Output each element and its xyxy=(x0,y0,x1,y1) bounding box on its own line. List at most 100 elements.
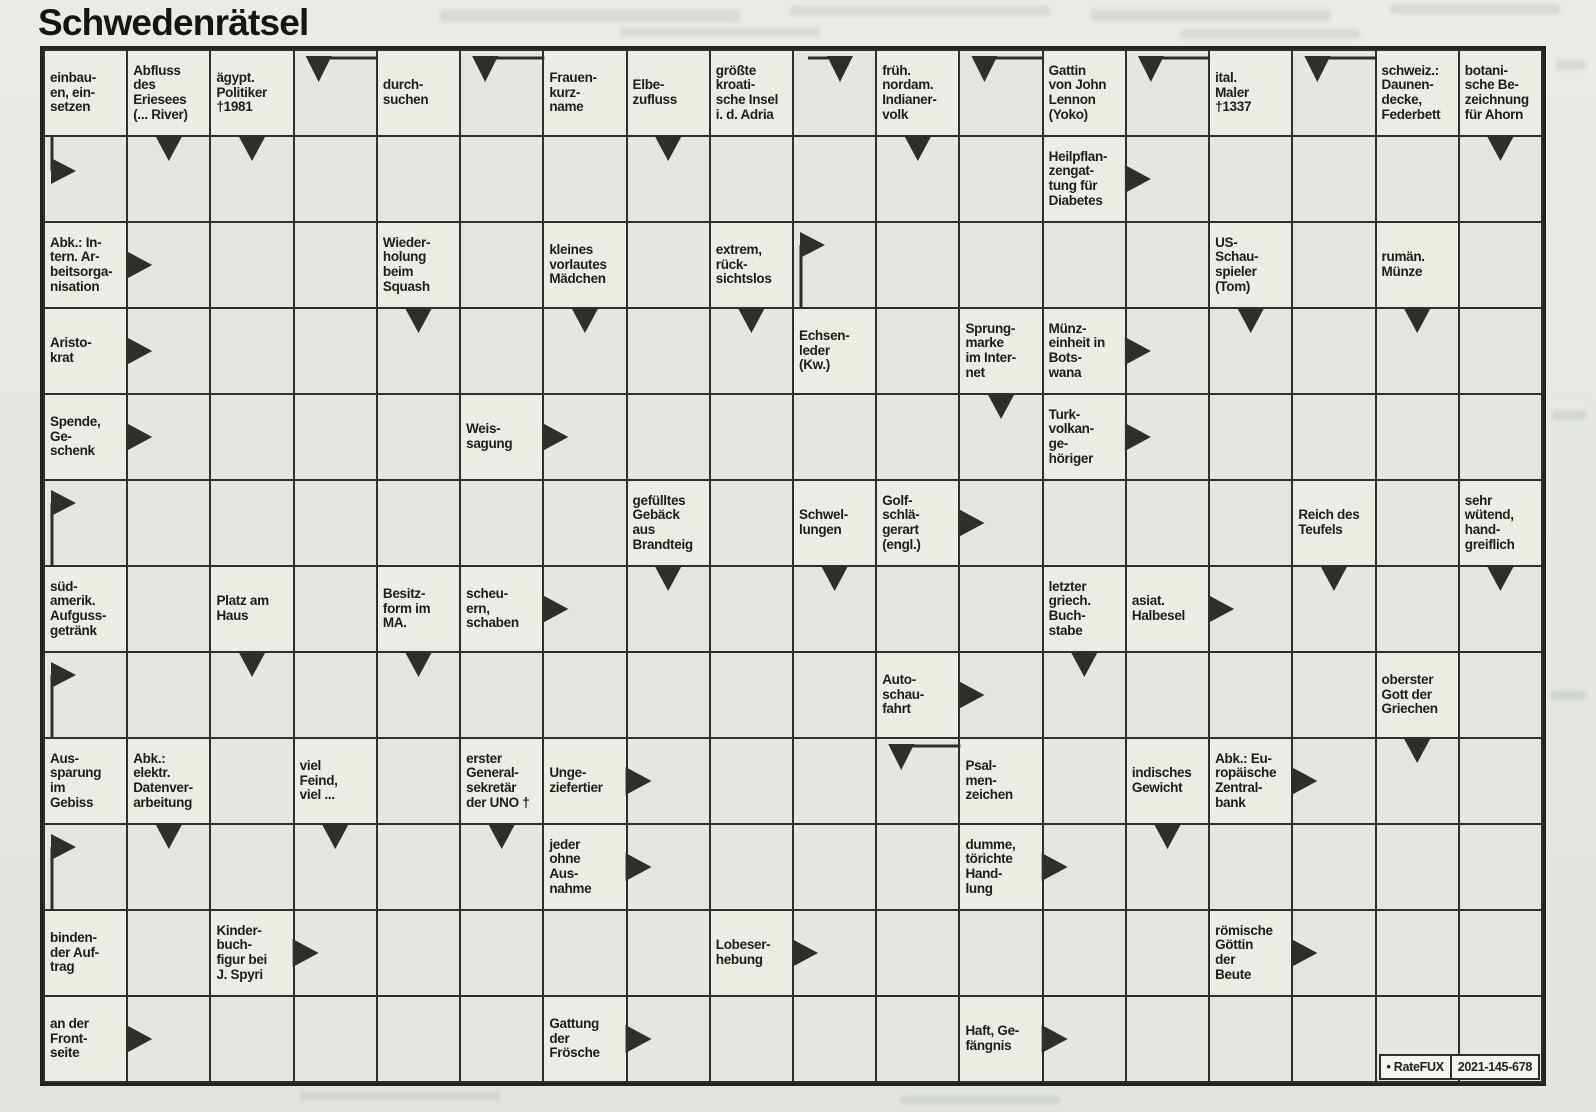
answer-cell-r12c14[interactable] xyxy=(1126,997,1209,1081)
answer-cell-r4c8[interactable] xyxy=(627,309,709,393)
answer-cell-r5c14[interactable] xyxy=(1126,395,1209,479)
answer-cell-r9c3[interactable] xyxy=(211,739,293,823)
answer-cell-r5c12[interactable] xyxy=(960,395,1042,479)
answer-cell-r11c7[interactable] xyxy=(544,911,626,995)
answer-cell-r8c8[interactable] xyxy=(627,653,709,737)
answer-cell-r4c9[interactable] xyxy=(710,309,792,393)
answer-cell-r7c9[interactable] xyxy=(710,567,792,651)
answer-cell-r3c10[interactable] xyxy=(794,223,876,307)
answer-cell-r2c18[interactable] xyxy=(1459,137,1541,221)
answer-cell-r6c6[interactable] xyxy=(461,481,543,565)
answer-cell-r5c5[interactable] xyxy=(377,395,460,479)
answer-cell-r4c2[interactable] xyxy=(128,309,210,393)
answer-cell-r2c14[interactable] xyxy=(1126,137,1209,221)
answer-cell-r9c8[interactable] xyxy=(627,739,709,823)
answer-cell-r5c7[interactable] xyxy=(544,395,626,479)
answer-cell-r8c1[interactable] xyxy=(45,653,127,737)
answer-cell-r5c4[interactable] xyxy=(294,395,376,479)
answer-cell-r2c11[interactable] xyxy=(877,137,959,221)
answer-cell-r11c5[interactable] xyxy=(377,911,460,995)
answer-cell-r9c16[interactable] xyxy=(1293,739,1375,823)
answer-cell-r10c4[interactable] xyxy=(294,825,376,909)
answer-cell-r9c11[interactable] xyxy=(877,739,959,823)
answer-cell-r11c4[interactable] xyxy=(294,911,376,995)
answer-cell-r3c16[interactable] xyxy=(1293,223,1375,307)
answer-cell-r2c1[interactable] xyxy=(45,137,127,221)
answer-cell-r11c2[interactable] xyxy=(128,911,210,995)
answer-cell-r8c18[interactable] xyxy=(1459,653,1541,737)
answer-cell-r2c3[interactable] xyxy=(211,137,293,221)
answer-cell-r9c10[interactable] xyxy=(794,739,876,823)
answer-cell-r7c17[interactable] xyxy=(1376,567,1458,651)
answer-cell-r8c10[interactable] xyxy=(794,653,876,737)
answer-cell-r2c17[interactable] xyxy=(1376,137,1458,221)
answer-cell-r3c4[interactable] xyxy=(294,223,376,307)
answer-cell-r5c17[interactable] xyxy=(1376,395,1458,479)
answer-cell-r4c18[interactable] xyxy=(1459,309,1541,393)
answer-cell-r10c9[interactable] xyxy=(710,825,792,909)
answer-cell-r11c11[interactable] xyxy=(877,911,959,995)
answer-cell-r3c11[interactable] xyxy=(877,223,959,307)
answer-cell-r7c12[interactable] xyxy=(960,567,1042,651)
answer-cell-r3c12[interactable] xyxy=(960,223,1042,307)
answer-cell-r10c13[interactable] xyxy=(1043,825,1125,909)
answer-cell-r1c4[interactable] xyxy=(294,51,376,135)
answer-cell-r10c11[interactable] xyxy=(877,825,959,909)
answer-cell-r8c13[interactable] xyxy=(1043,653,1125,737)
answer-cell-r6c14[interactable] xyxy=(1126,481,1209,565)
answer-cell-r10c8[interactable] xyxy=(627,825,709,909)
answer-cell-r8c9[interactable] xyxy=(710,653,792,737)
answer-cell-r7c16[interactable] xyxy=(1293,567,1375,651)
answer-cell-r6c15[interactable] xyxy=(1210,481,1292,565)
answer-cell-r7c15[interactable] xyxy=(1210,567,1292,651)
answer-cell-r4c17[interactable] xyxy=(1376,309,1458,393)
answer-cell-r9c9[interactable] xyxy=(710,739,792,823)
answer-cell-r10c15[interactable] xyxy=(1210,825,1292,909)
answer-cell-r4c6[interactable] xyxy=(461,309,543,393)
answer-cell-r6c5[interactable] xyxy=(377,481,460,565)
answer-cell-r7c2[interactable] xyxy=(128,567,210,651)
answer-cell-r11c18[interactable] xyxy=(1459,911,1541,995)
answer-cell-r9c17[interactable] xyxy=(1376,739,1458,823)
answer-cell-r6c7[interactable] xyxy=(544,481,626,565)
answer-cell-r6c17[interactable] xyxy=(1376,481,1458,565)
answer-cell-r7c18[interactable] xyxy=(1459,567,1541,651)
answer-cell-r1c10[interactable] xyxy=(794,51,876,135)
answer-cell-r1c6[interactable] xyxy=(461,51,543,135)
answer-cell-r11c14[interactable] xyxy=(1126,911,1209,995)
answer-cell-r8c2[interactable] xyxy=(128,653,210,737)
answer-cell-r2c9[interactable] xyxy=(710,137,792,221)
answer-cell-r5c8[interactable] xyxy=(627,395,709,479)
answer-cell-r8c12[interactable] xyxy=(960,653,1042,737)
answer-cell-r1c16[interactable] xyxy=(1293,51,1375,135)
answer-cell-r7c11[interactable] xyxy=(877,567,959,651)
answer-cell-r4c16[interactable] xyxy=(1293,309,1375,393)
answer-cell-r4c11[interactable] xyxy=(877,309,959,393)
answer-cell-r7c10[interactable] xyxy=(794,567,876,651)
answer-cell-r2c12[interactable] xyxy=(960,137,1042,221)
answer-cell-r6c13[interactable] xyxy=(1043,481,1125,565)
answer-cell-r12c11[interactable] xyxy=(877,997,959,1081)
answer-cell-r11c12[interactable] xyxy=(960,911,1042,995)
answer-cell-r8c7[interactable] xyxy=(544,653,626,737)
answer-cell-r11c16[interactable] xyxy=(1293,911,1375,995)
answer-cell-r12c5[interactable] xyxy=(377,997,460,1081)
answer-cell-r2c4[interactable] xyxy=(294,137,376,221)
answer-cell-r11c8[interactable] xyxy=(627,911,709,995)
answer-cell-r12c10[interactable] xyxy=(794,997,876,1081)
answer-cell-r2c7[interactable] xyxy=(544,137,626,221)
answer-cell-r3c8[interactable] xyxy=(627,223,709,307)
answer-cell-r10c3[interactable] xyxy=(211,825,293,909)
answer-cell-r10c1[interactable] xyxy=(45,825,127,909)
answer-cell-r12c15[interactable] xyxy=(1210,997,1292,1081)
answer-cell-r10c17[interactable] xyxy=(1376,825,1458,909)
answer-cell-r11c13[interactable] xyxy=(1043,911,1125,995)
answer-cell-r2c6[interactable] xyxy=(461,137,543,221)
answer-cell-r6c12[interactable] xyxy=(960,481,1042,565)
answer-cell-r12c16[interactable] xyxy=(1293,997,1375,1081)
answer-cell-r7c7[interactable] xyxy=(544,567,626,651)
answer-cell-r11c10[interactable] xyxy=(794,911,876,995)
answer-cell-r2c16[interactable] xyxy=(1293,137,1375,221)
answer-cell-r8c15[interactable] xyxy=(1210,653,1292,737)
answer-cell-r12c8[interactable] xyxy=(627,997,709,1081)
